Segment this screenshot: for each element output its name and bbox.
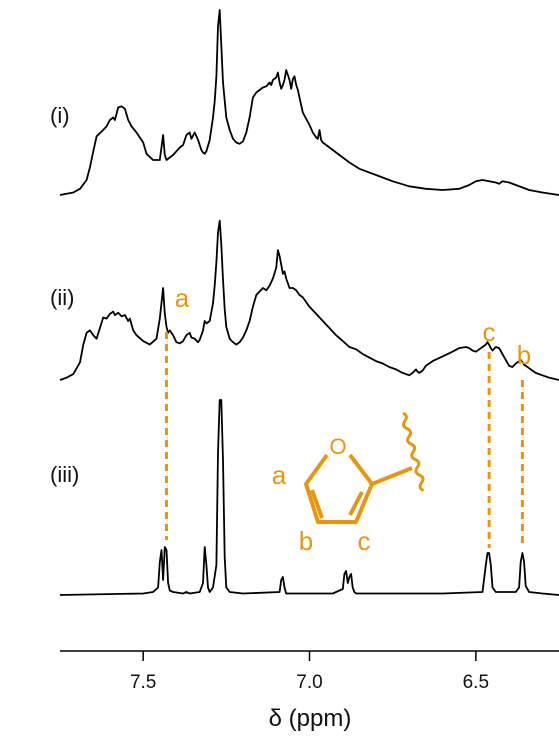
x-tick-label: 7.0 <box>296 672 322 693</box>
wavy-bond-icon <box>401 411 425 492</box>
ring-label-c: c <box>358 526 371 556</box>
furan-structure <box>304 411 425 524</box>
assignment-label-c: c <box>483 317 496 347</box>
ring-bond-left <box>304 453 374 524</box>
series-label-ii: (ii) <box>50 285 74 310</box>
spectra <box>59 9 559 596</box>
x-tick-label: 6.5 <box>463 672 489 693</box>
spectrum-trace-1 <box>59 9 559 196</box>
ring-label-b: b <box>299 526 313 556</box>
x-axis-ticks: 7.5 7.0 6.5 <box>130 651 489 693</box>
double-bond-c <box>348 491 364 516</box>
assignment-label-a: a <box>175 283 190 313</box>
x-tick-label: 7.5 <box>130 672 156 693</box>
assignment-label-b: b <box>517 340 531 370</box>
ring-oxygen: O <box>329 434 346 459</box>
spectrum-trace-3 <box>59 399 559 596</box>
series-label-i: (i) <box>50 103 70 128</box>
ring-label-a: a <box>272 460 287 490</box>
spectrum-trace-2 <box>59 219 559 381</box>
series-label-iii: (iii) <box>50 462 79 487</box>
double-bond-ab <box>310 489 324 519</box>
x-axis-label: δ (ppm) <box>269 705 352 732</box>
substituent-bond <box>371 466 413 486</box>
peak-assignments: a cb <box>164 283 531 548</box>
